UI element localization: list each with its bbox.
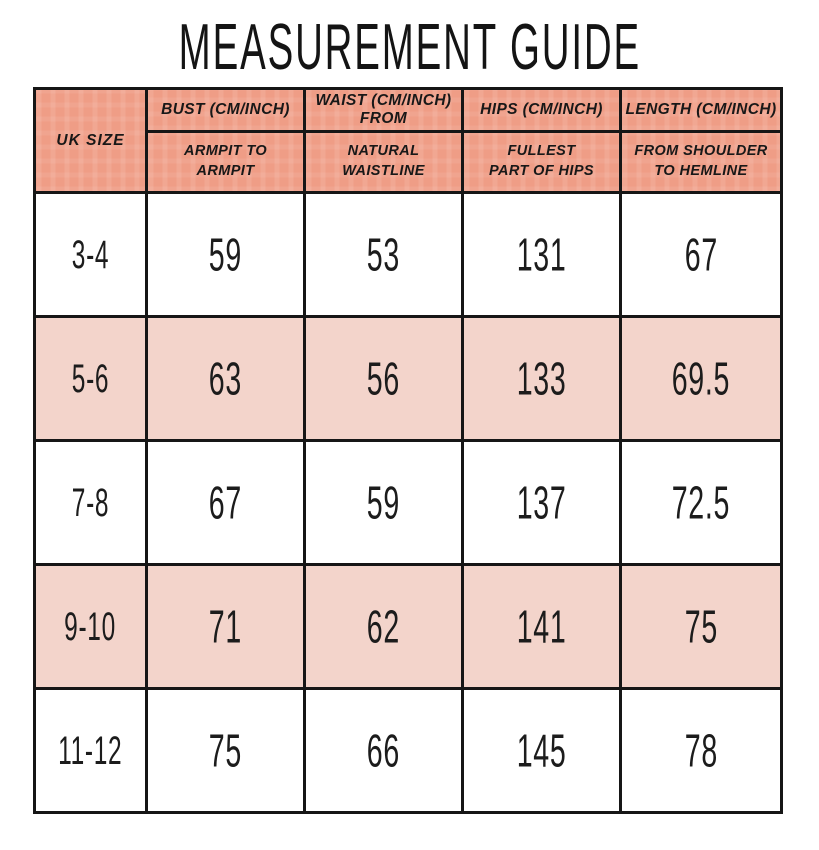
header-uk-size: UK SIZE — [33, 87, 148, 194]
length-value: 78 — [684, 724, 718, 776]
bust-cell: 59 — [145, 191, 306, 318]
length-value: 67 — [684, 228, 718, 280]
hips-value: 137 — [516, 476, 567, 528]
size-value: 11-12 — [58, 727, 123, 773]
subheader-bust: ARMPIT TO ARMPIT — [145, 130, 306, 194]
waist-value: 59 — [366, 476, 401, 528]
length-cell: 72.5 — [619, 439, 783, 566]
hips-cell: 131 — [461, 191, 622, 318]
hips-cell: 137 — [461, 439, 622, 566]
subheader-length: FROM SHOULDER TO HEMLINE — [619, 130, 783, 194]
size-value: 5-6 — [71, 355, 110, 401]
size-value: 7-8 — [71, 479, 110, 525]
length-cell: 78 — [619, 687, 783, 814]
measurement-table: UK SIZE BUST (CM/INCH) WAIST (CM/INCH) F… — [33, 87, 783, 814]
size-cell: 9-10 — [33, 563, 148, 690]
length-value: 75 — [684, 600, 718, 652]
page-title: MEASUREMENT GUIDE — [0, 10, 819, 83]
subheader-waist: NATURAL WAISTLINE — [303, 130, 464, 194]
bust-value: 67 — [208, 476, 243, 528]
waist-value: 53 — [366, 228, 401, 280]
bust-value: 75 — [208, 724, 243, 776]
hips-value: 145 — [516, 724, 567, 776]
header-bust: BUST (CM/INCH) — [145, 87, 306, 133]
waist-value: 62 — [366, 600, 401, 652]
header-length: LENGTH (CM/INCH) — [619, 87, 783, 133]
hips-value: 141 — [516, 600, 567, 652]
hips-cell: 133 — [461, 315, 622, 442]
length-value: 69.5 — [671, 352, 731, 404]
bust-cell: 67 — [145, 439, 306, 566]
table-row: 3-4 59 53 131 67 — [33, 191, 783, 318]
waist-cell: 62 — [303, 563, 464, 690]
waist-cell: 53 — [303, 191, 464, 318]
table-row: 5-6 63 56 133 69.5 — [33, 315, 783, 442]
waist-value: 56 — [366, 352, 401, 404]
size-value: 3-4 — [71, 231, 110, 277]
hips-value: 133 — [516, 352, 567, 404]
hips-cell: 145 — [461, 687, 622, 814]
size-value: 9-10 — [64, 603, 117, 649]
waist-cell: 59 — [303, 439, 464, 566]
table-row: 9-10 71 62 141 75 — [33, 563, 783, 690]
table-body: 3-4 59 53 131 67 5-6 63 56 133 69.5 7-8 … — [33, 191, 783, 814]
bust-value: 71 — [208, 600, 243, 652]
hips-cell: 141 — [461, 563, 622, 690]
waist-cell: 56 — [303, 315, 464, 442]
bust-cell: 71 — [145, 563, 306, 690]
page-title-text: MEASUREMENT GUIDE — [178, 11, 641, 84]
bust-cell: 75 — [145, 687, 306, 814]
table-header: UK SIZE BUST (CM/INCH) WAIST (CM/INCH) F… — [33, 87, 783, 194]
length-cell: 75 — [619, 563, 783, 690]
table-row: 11-12 75 66 145 78 — [33, 687, 783, 814]
size-cell: 7-8 — [33, 439, 148, 566]
length-value: 72.5 — [671, 476, 731, 528]
size-cell: 3-4 — [33, 191, 148, 318]
size-cell: 5-6 — [33, 315, 148, 442]
header-hips: HIPS (CM/INCH) — [461, 87, 622, 133]
header-waist: WAIST (CM/INCH) FROM — [303, 87, 464, 133]
hips-value: 131 — [516, 228, 567, 280]
waist-cell: 66 — [303, 687, 464, 814]
length-cell: 69.5 — [619, 315, 783, 442]
table-row: 7-8 67 59 137 72.5 — [33, 439, 783, 566]
waist-value: 66 — [366, 724, 401, 776]
subheader-hips: FULLEST PART OF HIPS — [461, 130, 622, 194]
bust-value: 63 — [208, 352, 243, 404]
size-cell: 11-12 — [33, 687, 148, 814]
length-cell: 67 — [619, 191, 783, 318]
bust-value: 59 — [208, 228, 243, 280]
bust-cell: 63 — [145, 315, 306, 442]
